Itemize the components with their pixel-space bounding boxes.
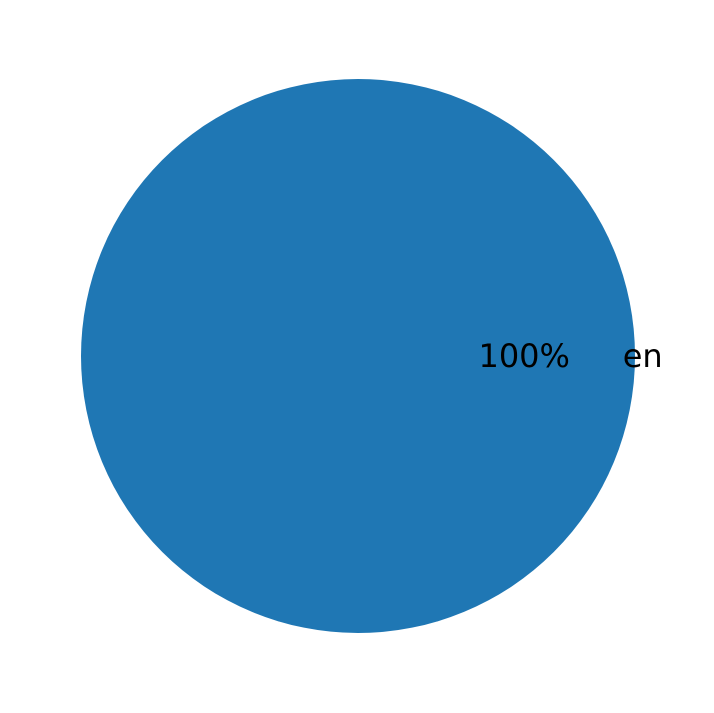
pie-slice-en [81,79,635,633]
slice-label: en [623,337,663,375]
slice-percent-label: 100% [478,337,569,375]
